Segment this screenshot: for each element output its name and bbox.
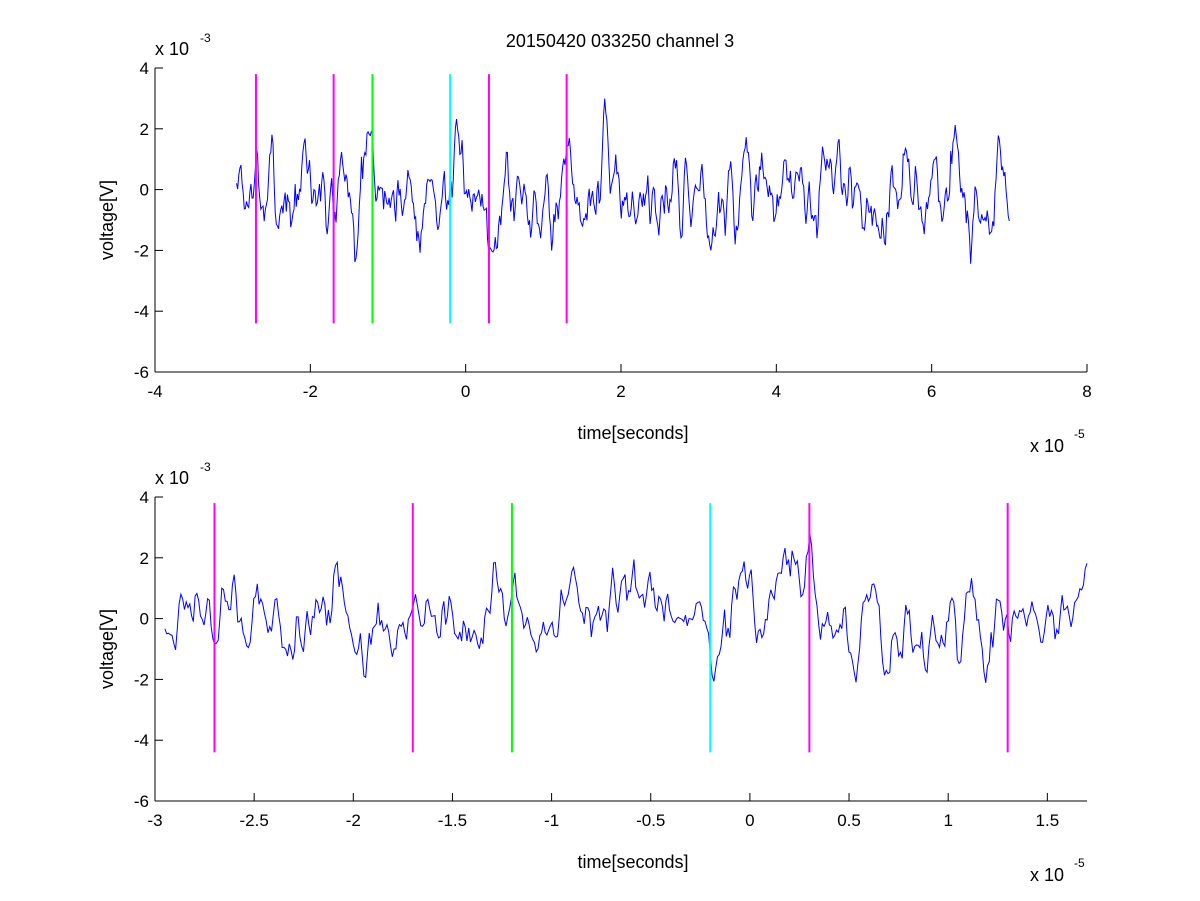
y-tick-label: 2 [140, 120, 149, 139]
y-tick-label: -2 [134, 241, 149, 260]
y-axis-multiplier: x 10 [155, 468, 189, 488]
y-tick-label: 0 [140, 610, 149, 629]
y-tick-label: -6 [134, 792, 149, 811]
x-tick-label: 4 [772, 382, 781, 401]
voltage-trace [164, 534, 1088, 683]
y-axis-multiplier: x 10 [155, 39, 189, 59]
x-tick-label: 8 [1082, 382, 1091, 401]
x-axis-title: time[seconds] [577, 423, 688, 443]
y-axis-multiplier-exponent: -3 [200, 460, 211, 474]
y-tick-label: 4 [140, 59, 149, 78]
x-tick-label: -2 [346, 811, 361, 830]
y-axis-title: voltage[V] [97, 180, 117, 260]
top-plot: -4 -2 0 2 4 6 8-6-4-2024time[seconds]voltage[V… [97, 31, 1092, 456]
x-axis-multiplier-exponent: -5 [1074, 427, 1085, 441]
x-tick-label: 1.5 [1036, 811, 1060, 830]
x-tick-label: 6 [927, 382, 936, 401]
y-axis-multiplier-exponent: -3 [200, 31, 211, 45]
y-tick-label: -6 [134, 363, 149, 382]
x-tick-label: -2.5 [240, 811, 269, 830]
x-tick-label: 2 [616, 382, 625, 401]
y-tick-label: 4 [140, 488, 149, 507]
figure-title: 20150420 033250 channel 3 [506, 31, 734, 51]
y-tick-label: 0 [140, 181, 149, 200]
x-tick-label: -2 [303, 382, 318, 401]
x-tick-label: 0 [745, 811, 754, 830]
x-axis-multiplier: x 10 [1030, 865, 1064, 885]
x-tick-label: 1 [943, 811, 952, 830]
x-tick-label: -1 [544, 811, 559, 830]
x-tick-label: 0.5 [837, 811, 861, 830]
x-tick-label: -4 [147, 382, 162, 401]
x-tick-label: -1.5 [438, 811, 467, 830]
x-tick-label: 0 [461, 382, 470, 401]
x-tick-label: -0.5 [636, 811, 665, 830]
y-tick-label: 2 [140, 549, 149, 568]
y-tick-label: -4 [134, 731, 149, 750]
x-axis-title: time[seconds] [577, 852, 688, 872]
bottom-plot: -3 -2.5 -2 -1.5 -1 -0.5 0 0.5 1 1.5 -6 -4 -2 0 2 4 time[… [97, 460, 1088, 885]
x-axis-multiplier-exponent: -5 [1074, 856, 1085, 870]
voltage-trace [236, 98, 1010, 264]
y-axis-title: voltage[V] [97, 609, 117, 689]
x-axis-multiplier: x 10 [1030, 436, 1064, 456]
y-tick-label: -2 [134, 670, 149, 689]
x-tick-label: -3 [147, 811, 162, 830]
y-tick-label: -4 [134, 302, 149, 321]
